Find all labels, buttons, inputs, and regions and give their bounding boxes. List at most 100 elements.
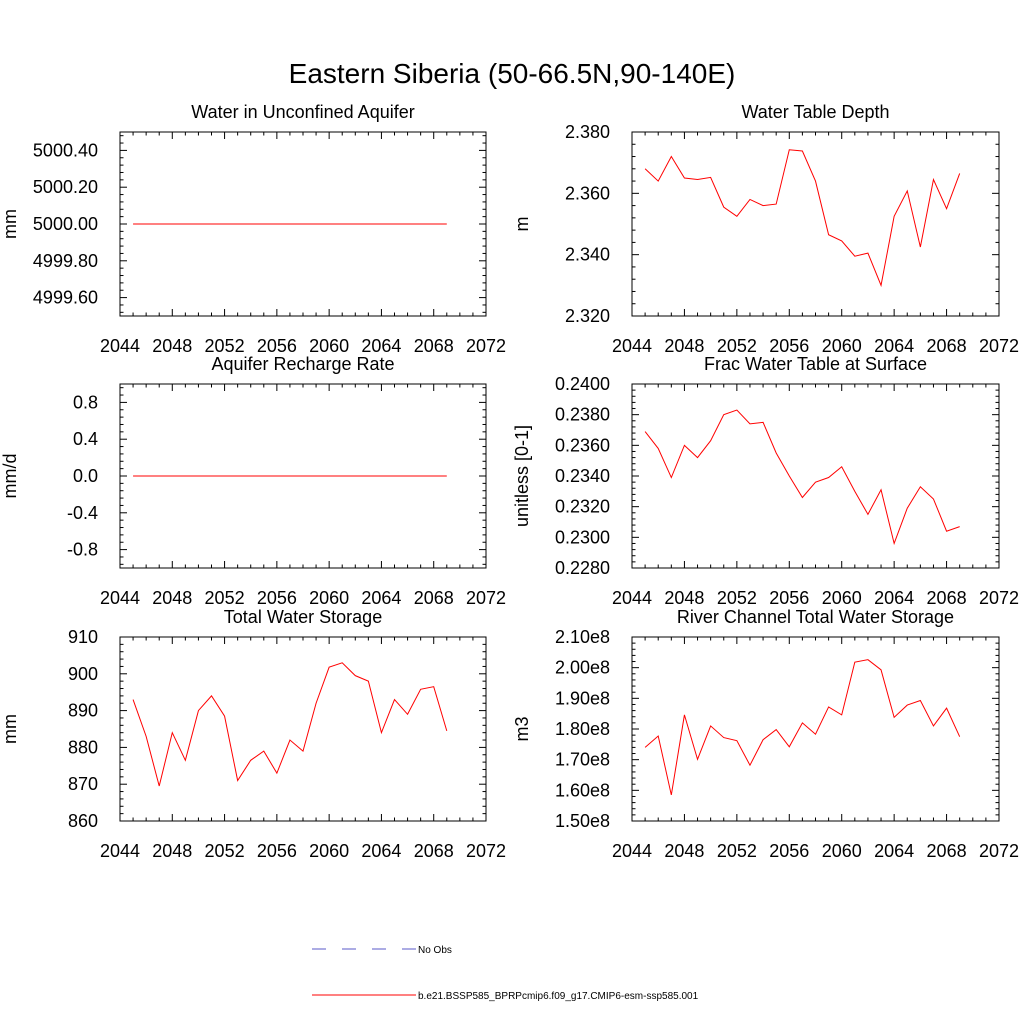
legend: No Obs b.e21.BSSP585_BPRPcmip6.f09_g17.C… — [312, 945, 699, 1002]
chart-3-ytick-label: 0.2400 — [555, 374, 610, 394]
chart-2-xtick-label: 2044 — [100, 588, 140, 608]
chart-3-xtick-label: 2044 — [612, 588, 652, 608]
chart-5-ytick-label: 2.00e8 — [555, 658, 610, 678]
chart-2-ytick-label: 0.0 — [73, 466, 98, 486]
chart-1-xtick-label: 2044 — [612, 336, 652, 356]
chart-3-xtick-label: 2072 — [979, 588, 1019, 608]
chart-3-ytick-label: 0.2320 — [555, 497, 610, 517]
chart-3-ytick-label: 0.2380 — [555, 405, 610, 425]
chart-3-xtick-label: 2068 — [927, 588, 967, 608]
chart-0-xtick-label: 2056 — [257, 336, 297, 356]
chart-1-ytick-label: 2.320 — [565, 306, 610, 326]
chart-3-xtick-label: 2064 — [874, 588, 914, 608]
panels: Water in Unconfined Aquifer mm 2044 2048 205… — [0, 102, 1019, 861]
chart-2-xtick-label: 2068 — [414, 588, 454, 608]
chart-3-ytick-label: 0.2280 — [555, 558, 610, 578]
chart-2-ytick-label: 0.8 — [73, 392, 98, 412]
chart-panel-0: Water in Unconfined Aquifer mm 2044 2048 205… — [0, 102, 506, 356]
chart-2-xtick-label: 2064 — [361, 588, 401, 608]
chart-1-xtick-label: 2072 — [979, 336, 1019, 356]
chart-1-xtick-label: 2052 — [717, 336, 757, 356]
chart-5-xtick-label: 2064 — [874, 841, 914, 861]
chart-5-ytick-label: 1.60e8 — [555, 780, 610, 800]
chart-4-ylabel: mm — [0, 714, 20, 744]
chart-4-title: Total Water Storage — [224, 607, 382, 627]
chart-4-ytick-label: 870 — [68, 774, 98, 794]
chart-0-xtick-label: 2072 — [466, 336, 506, 356]
chart-0-xtick-label: 2064 — [361, 336, 401, 356]
chart-0-ytick-label: 4999.80 — [33, 251, 98, 271]
chart-5-xtick-label: 2056 — [769, 841, 809, 861]
chart-0-ytick-label: 5000.20 — [33, 177, 98, 197]
chart-1-series-line — [644, 149, 961, 288]
chart-2-ytick-label: -0.4 — [67, 503, 98, 523]
chart-3-ytick-label: 0.2340 — [555, 466, 610, 486]
chart-0-ylabel: mm — [0, 209, 20, 239]
chart-5-series-line — [644, 659, 961, 796]
chart-3-xtick-label: 2060 — [822, 588, 862, 608]
chart-0-xtick-label: 2048 — [152, 336, 192, 356]
chart-5-xtick-label: 2068 — [927, 841, 967, 861]
chart-1-ytick-label: 2.380 — [565, 122, 610, 142]
chart-1-xtick-label: 2056 — [769, 336, 809, 356]
chart-1-ytick-label: 2.360 — [565, 183, 610, 203]
chart-3-ylabel: unitless [0-1] — [512, 425, 532, 527]
chart-5-ytick-label: 1.80e8 — [555, 719, 610, 739]
chart-0-xtick-label: 2060 — [309, 336, 349, 356]
chart-2-xtick-label: 2048 — [152, 588, 192, 608]
chart-5-ytick-label: 1.50e8 — [555, 811, 610, 831]
chart-2-ylabel: mm/d — [0, 454, 20, 499]
chart-0-xtick-label: 2052 — [205, 336, 245, 356]
chart-4-ytick-label: 880 — [68, 737, 98, 757]
chart-2-title: Aquifer Recharge Rate — [211, 354, 394, 374]
chart-4-ytick-label: 900 — [68, 664, 98, 684]
chart-0-xtick-label: 2068 — [414, 336, 454, 356]
chart-1-xtick-label: 2048 — [664, 336, 704, 356]
chart-1-ytick-label: 2.340 — [565, 245, 610, 265]
chart-5-ytick-label: 1.90e8 — [555, 688, 610, 708]
chart-5-xtick-label: 2060 — [822, 841, 862, 861]
chart-4-ytick-label: 910 — [68, 627, 98, 647]
chart-3-xtick-label: 2052 — [717, 588, 757, 608]
chart-panel-4: Total Water Storage mm 2044 2048 2052 2056 206… — [0, 607, 506, 861]
chart-4-xtick-label: 2056 — [257, 841, 297, 861]
chart-0-title: Water in Unconfined Aquifer — [191, 102, 414, 122]
chart-3-title: Frac Water Table at Surface — [704, 354, 927, 374]
chart-4-series-line — [132, 662, 448, 787]
chart-5-ytick-label: 1.70e8 — [555, 750, 610, 770]
chart-0-ytick-label: 4999.60 — [33, 288, 98, 308]
chart-4-xtick-label: 2052 — [205, 841, 245, 861]
legend-label-no-obs: No Obs — [418, 945, 452, 956]
chart-4-ytick-label: 860 — [68, 811, 98, 831]
chart-3-xtick-label: 2056 — [769, 588, 809, 608]
chart-1-xtick-label: 2064 — [874, 336, 914, 356]
chart-3-ytick-label: 0.2300 — [555, 527, 610, 547]
chart-1-title: Water Table Depth — [741, 102, 889, 122]
chart-3-xtick-label: 2048 — [664, 588, 704, 608]
chart-5-ylabel: m3 — [512, 716, 532, 741]
chart-2-ytick-label: 0.4 — [73, 429, 98, 449]
chart-panel-3: Frac Water Table at Surface unitless [0-1… — [512, 354, 1019, 608]
chart-5-ytick-label: 2.10e8 — [555, 627, 610, 647]
chart-5-xtick-label: 2048 — [664, 841, 704, 861]
chart-1-xtick-label: 2068 — [927, 336, 967, 356]
chart-4-xtick-label: 2044 — [100, 841, 140, 861]
legend-label-model: b.e21.BSSP585_BPRPcmip6.f09_g17.CMIP6-es… — [418, 991, 699, 1002]
chart-3-series-line — [644, 409, 960, 546]
chart-4-xtick-label: 2068 — [414, 841, 454, 861]
chart-1-ylabel: m — [512, 217, 532, 232]
chart-3-ytick-label: 0.2360 — [555, 435, 610, 455]
chart-panel-2: Aquifer Recharge Rate mm/d 2044 2048 2052 205… — [0, 354, 506, 608]
chart-5-xtick-label: 2052 — [717, 841, 757, 861]
chart-4-xtick-label: 2072 — [466, 841, 506, 861]
chart-2-xtick-label: 2056 — [257, 588, 297, 608]
chart-2-xtick-label: 2052 — [205, 588, 245, 608]
chart-panel-1: Water Table Depth m 2044 2048 2052 2056 2060 20… — [512, 102, 1019, 356]
chart-4-xtick-label: 2064 — [361, 841, 401, 861]
figure-title: Eastern Siberia (50-66.5N,90-140E) — [289, 58, 736, 89]
chart-2-ytick-label: -0.8 — [67, 540, 98, 560]
chart-0-ytick-label: 5000.00 — [33, 214, 98, 234]
chart-5-title: River Channel Total Water Storage — [677, 607, 954, 627]
